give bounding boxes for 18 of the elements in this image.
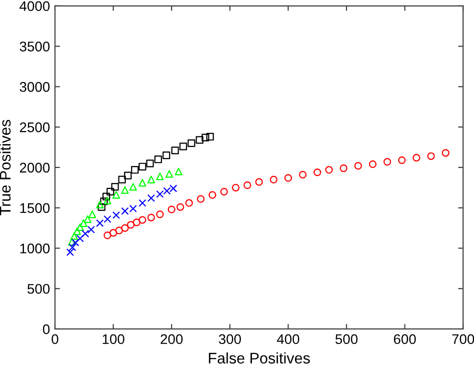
y-tick-label: 1500	[20, 203, 50, 213]
y-tick-label: 4000	[20, 1, 50, 12]
y-tick-label: 2000	[20, 162, 50, 173]
x-tick-label: 400	[276, 334, 300, 344]
y-tick-label: 1000	[20, 244, 50, 254]
x-tick-label: 700	[452, 334, 474, 344]
x-axis-title: False Positives	[208, 352, 310, 364]
y-tick-label: 3500	[20, 42, 50, 52]
x-tick-label: 500	[335, 334, 358, 344]
x-tick-label: 100	[102, 334, 124, 344]
x-tick-label: 0	[52, 334, 58, 344]
x-tick-label: 300	[218, 334, 241, 344]
y-tick-label: 500	[28, 284, 50, 294]
x-tick-label: 200	[160, 334, 183, 344]
y-tick-label: 3000	[20, 82, 50, 92]
x-tick-label: 600	[394, 334, 416, 344]
y-tick-label: 0	[42, 324, 50, 334]
y-tick-label: 2500	[20, 122, 50, 132]
